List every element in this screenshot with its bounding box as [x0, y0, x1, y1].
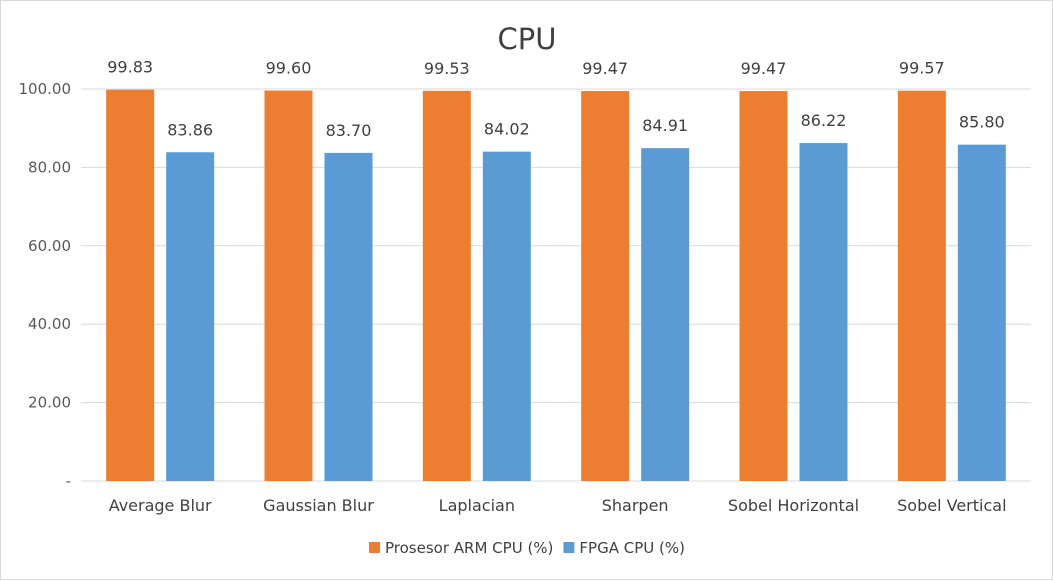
bar-fpga — [166, 152, 215, 481]
bar-fpga — [324, 152, 373, 481]
y-axis: - 20.00 40.00 60.00 80.00 100.00 — [19, 80, 72, 490]
data-label: 83.70 — [326, 121, 372, 140]
legend-swatch — [369, 542, 381, 553]
data-label: 86.22 — [801, 111, 847, 130]
y-tick-label: 60.00 — [28, 237, 71, 255]
data-labels: 99.83 83.86 99.60 83.70 99.53 84.02 99.47 84.91… — [107, 58, 1004, 140]
data-label: 85.80 — [959, 113, 1005, 132]
legend-item-fpga: FPGA CPU (%) — [563, 539, 685, 557]
bar-arm — [739, 91, 788, 481]
legend-label: Prosesor ARM CPU (%) — [385, 539, 553, 557]
category-label: Laplacian — [439, 496, 515, 515]
bar-arm — [422, 90, 471, 481]
y-tick-label: 40.00 — [28, 315, 71, 333]
category-label: Average Blur — [109, 496, 212, 515]
legend: Prosesor ARM CPU (%) FPGA CPU (%) — [369, 539, 685, 557]
legend-item-arm: Prosesor ARM CPU (%) — [369, 539, 553, 557]
bar-arm — [264, 90, 313, 482]
data-label: 99.83 — [107, 58, 153, 77]
data-label: 84.91 — [642, 116, 688, 135]
data-label: 99.60 — [266, 59, 312, 78]
gridlines — [81, 88, 1031, 482]
x-axis: Average Blur Gaussian Blur Laplacian Sharpe… — [109, 496, 1007, 515]
bar-fpga — [799, 143, 848, 482]
data-label: 84.02 — [484, 120, 530, 139]
y-tick-label: - — [66, 472, 71, 490]
data-label: 99.47 — [741, 59, 787, 78]
bar-arm — [581, 91, 630, 481]
bar-fpga — [482, 151, 531, 481]
data-label: 99.47 — [582, 59, 628, 78]
y-tick-label: 100.00 — [19, 80, 72, 98]
bar-arm — [106, 89, 155, 482]
category-label: Sobel Horizontal — [728, 496, 859, 515]
bar-arm — [897, 90, 946, 481]
bar-fpga — [641, 148, 690, 481]
category-label: Sharpen — [602, 496, 669, 515]
bars — [106, 89, 1006, 482]
bar-fpga — [957, 144, 1006, 481]
data-label: 99.57 — [899, 59, 945, 78]
y-tick-label: 20.00 — [28, 394, 71, 412]
y-tick-label: 80.00 — [28, 158, 71, 176]
chart-title: CPU — [498, 22, 557, 56]
data-label: 83.86 — [167, 120, 213, 139]
legend-label: FPGA CPU (%) — [579, 539, 685, 557]
data-label: 99.53 — [424, 59, 470, 78]
category-label: Gaussian Blur — [263, 496, 374, 515]
category-label: Sobel Vertical — [897, 496, 1006, 515]
legend-swatch — [563, 542, 575, 553]
